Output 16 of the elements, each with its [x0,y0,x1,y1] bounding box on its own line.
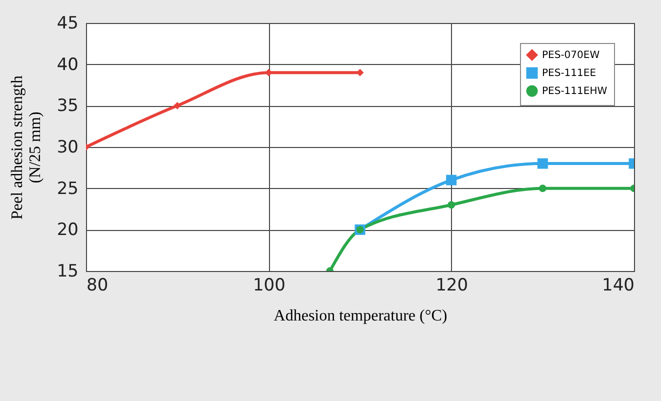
y-tick-label: 20 [56,220,78,240]
legend-label: PES-111EE [542,68,596,79]
x-tick-label: 80 [86,276,108,296]
y-tick-label: 15 [56,262,78,282]
y-tick-label: 45 [56,14,78,34]
legend-label: PES-111EHW [542,86,608,97]
x-tick-label: 140 [602,276,634,296]
x-tick-label: 120 [436,276,468,296]
x-tick-label: 100 [252,276,286,296]
y-tick-label: 40 [56,54,78,75]
y-tick-label: 35 [56,96,78,116]
x-axis-title: Adhesion temperature (°C) [274,308,448,324]
y-axis-title: Peel adhesion strength (N/25 mm) [8,76,44,220]
y-tick-label: 25 [56,178,78,199]
y-tick-label: 30 [56,138,78,158]
legend-label: PES-070EW [542,50,600,61]
